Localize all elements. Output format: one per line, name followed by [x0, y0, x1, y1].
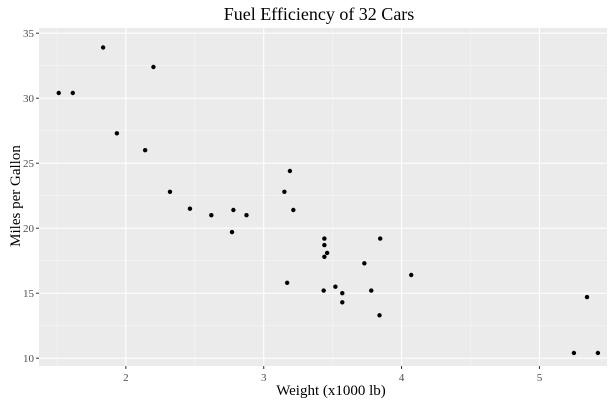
data-point: [322, 254, 327, 259]
data-point: [244, 213, 249, 218]
chart-title: Fuel Efficiency of 32 Cars: [224, 4, 415, 24]
x-tick-label: 3: [261, 372, 267, 384]
data-point: [287, 168, 293, 174]
data-point: [571, 350, 577, 356]
major-grid: [39, 28, 607, 366]
data-point: [284, 280, 290, 285]
data-point: [369, 288, 374, 293]
plot-panel: [39, 28, 607, 366]
data-point: [229, 229, 235, 235]
data-point: [282, 189, 287, 194]
minor-grid: [39, 28, 607, 366]
data-point: [322, 242, 327, 248]
axis-ticks: [36, 32, 540, 369]
data-point: [231, 207, 236, 213]
y-axis-title: Miles per Gallon: [8, 145, 24, 247]
data-point: [595, 350, 601, 356]
data-point: [321, 288, 326, 293]
data-point: [142, 148, 148, 153]
data-point: [362, 261, 367, 266]
data-point: [70, 90, 75, 96]
data-point: [56, 90, 61, 96]
y-tick-label: 35: [23, 28, 35, 40]
data-point: [333, 284, 338, 289]
data-point: [291, 207, 296, 213]
y-tick-label: 30: [23, 93, 35, 105]
data-point: [584, 294, 590, 300]
y-tick-label: 20: [23, 223, 35, 235]
data-point: [151, 64, 156, 70]
tick-labels: 2 3 4 5 10 15 20 25 30 35: [23, 28, 543, 384]
data-point: [409, 272, 414, 278]
data-points: [56, 45, 601, 356]
x-tick-label: 2: [123, 372, 129, 384]
data-point: [377, 313, 382, 318]
data-point: [100, 45, 106, 50]
x-axis-title: Weight (x1000 lb): [276, 383, 386, 399]
x-tick-label: 5: [537, 372, 543, 384]
y-tick-label: 25: [23, 158, 35, 170]
data-point: [378, 236, 383, 241]
data-point: [187, 206, 193, 211]
data-point: [209, 213, 214, 218]
y-tick-label: 10: [23, 353, 35, 365]
data-point: [167, 189, 173, 194]
y-tick-label: 15: [23, 288, 35, 300]
data-point: [340, 300, 345, 305]
x-tick-label: 4: [399, 372, 405, 384]
data-point: [324, 250, 330, 256]
data-point: [340, 291, 345, 296]
data-point: [322, 236, 327, 241]
data-point: [114, 131, 120, 136]
